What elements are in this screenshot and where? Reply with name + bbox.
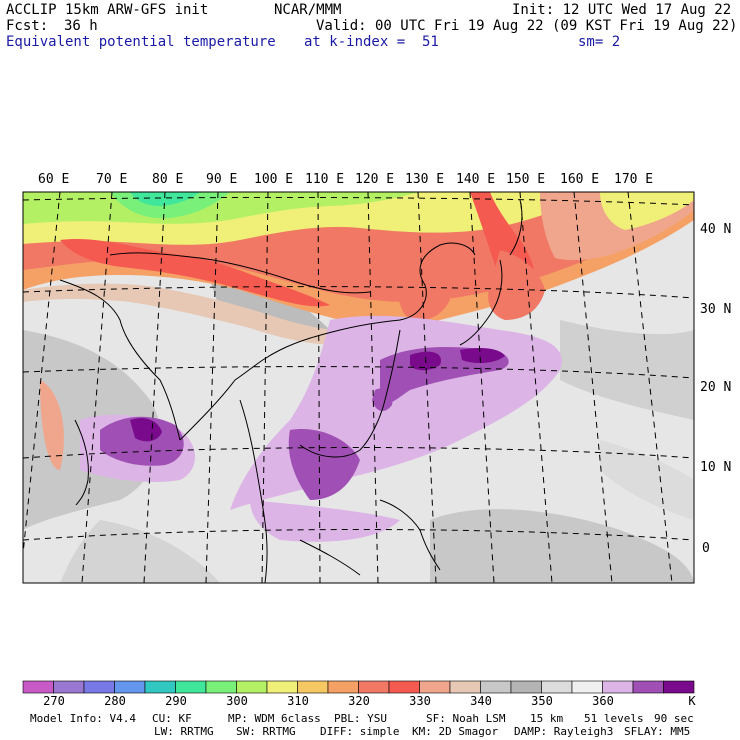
lon-label: 90 E	[206, 172, 238, 187]
colorbar-swatch	[602, 680, 634, 694]
colorbar-swatch	[388, 680, 420, 694]
lat-label: 30 N	[700, 302, 732, 317]
lon-label: 80 E	[152, 172, 184, 187]
lon-label: 100 E	[254, 172, 294, 187]
colorbar-swatch	[236, 680, 268, 694]
valid-time: Valid: 00 UTC Fri 19 Aug 22 (09 KST Fri …	[316, 18, 738, 34]
lon-label: 140 E	[456, 172, 496, 187]
forecast-hour: 36 h	[64, 18, 98, 34]
footer-pbl: PBL: YSU	[334, 712, 387, 725]
colorbar-swatch	[327, 680, 359, 694]
colorbar-swatch	[480, 680, 512, 694]
colorbar-swatch	[205, 680, 237, 694]
footer-diff: DIFF: simple	[320, 725, 400, 738]
lat-label: 0	[702, 541, 710, 556]
colorbar-label: 340	[470, 694, 492, 708]
theta-e-field	[23, 192, 694, 583]
lat-label: 20 N	[700, 380, 732, 395]
colorbar-label: 290	[165, 694, 187, 708]
colorbar-swatch	[449, 680, 481, 694]
colorbar-swatch	[83, 680, 115, 694]
field-name: Equivalent potential temperature	[6, 34, 276, 50]
footer-model-info: Model Info: V4.4	[30, 712, 136, 725]
colorbar-label: 330	[409, 694, 431, 708]
level-index: at k-index = 51	[304, 34, 439, 50]
footer-timestep: 90 sec	[654, 712, 694, 725]
lat-label: 40 N	[700, 222, 732, 237]
colorbar-swatch	[53, 680, 85, 694]
colorbar-swatch	[663, 680, 695, 694]
graticule	[23, 192, 694, 583]
lon-label: 150 E	[506, 172, 546, 187]
colorbar	[22, 680, 695, 694]
footer-mp: MP: WDM 6class	[228, 712, 321, 725]
lon-label: 170 E	[614, 172, 654, 187]
colorbar-label: 300	[226, 694, 248, 708]
colorbar-swatch	[419, 680, 451, 694]
footer-sw: SW: RRTMG	[236, 725, 296, 738]
colorbar-label: 350	[531, 694, 553, 708]
colorbar-swatch	[571, 680, 603, 694]
lon-label: 110 E	[305, 172, 345, 187]
footer-sflay: SFLAY: MM5	[624, 725, 691, 738]
smoothing: sm= 2	[578, 34, 621, 50]
lon-label: 70 E	[96, 172, 128, 187]
colorbar-swatch	[266, 680, 298, 694]
footer-damp: DAMP: Rayleigh3	[514, 725, 614, 738]
colorbar-label: 310	[287, 694, 309, 708]
colorbar-swatch	[358, 680, 390, 694]
footer-resolution: 15 km	[530, 712, 564, 725]
colorbar-label: 320	[348, 694, 370, 708]
colorbar-swatch	[144, 680, 176, 694]
colorbar-swatch	[510, 680, 542, 694]
forecast-label: Fcst:	[6, 18, 49, 34]
organization: NCAR/MMM	[274, 2, 342, 18]
footer-cu: CU: KF	[152, 712, 192, 725]
colorbar-swatch	[175, 680, 207, 694]
lon-label: 60 E	[38, 172, 70, 187]
model-title: ACCLIP 15km ARW-GFS init	[6, 2, 209, 18]
colorbar-unit: K	[688, 694, 696, 708]
lon-label: 160 E	[560, 172, 600, 187]
footer-lw: LW: RRTMG	[154, 725, 214, 738]
colorbar-swatch	[22, 680, 54, 694]
init-time: Init: 12 UTC Wed 17 Aug 22	[512, 2, 732, 18]
colorbar-swatch	[541, 680, 573, 694]
map-frame	[22, 191, 695, 584]
colorbar-swatch	[632, 680, 664, 694]
colorbar-label: 270	[43, 694, 65, 708]
lat-label: 10 N	[700, 460, 732, 475]
coastlines	[59, 199, 523, 583]
colorbar-swatch	[297, 680, 329, 694]
footer-km: KM: 2D Smagor	[412, 725, 499, 738]
footer-levels: 51 levels	[584, 712, 644, 725]
lon-label: 130 E	[405, 172, 445, 187]
colorbar-label: 360	[592, 694, 614, 708]
footer-sf: SF: Noah LSM	[426, 712, 506, 725]
colorbar-swatch	[114, 680, 146, 694]
lon-label: 120 E	[355, 172, 395, 187]
colorbar-label: 280	[104, 694, 126, 708]
